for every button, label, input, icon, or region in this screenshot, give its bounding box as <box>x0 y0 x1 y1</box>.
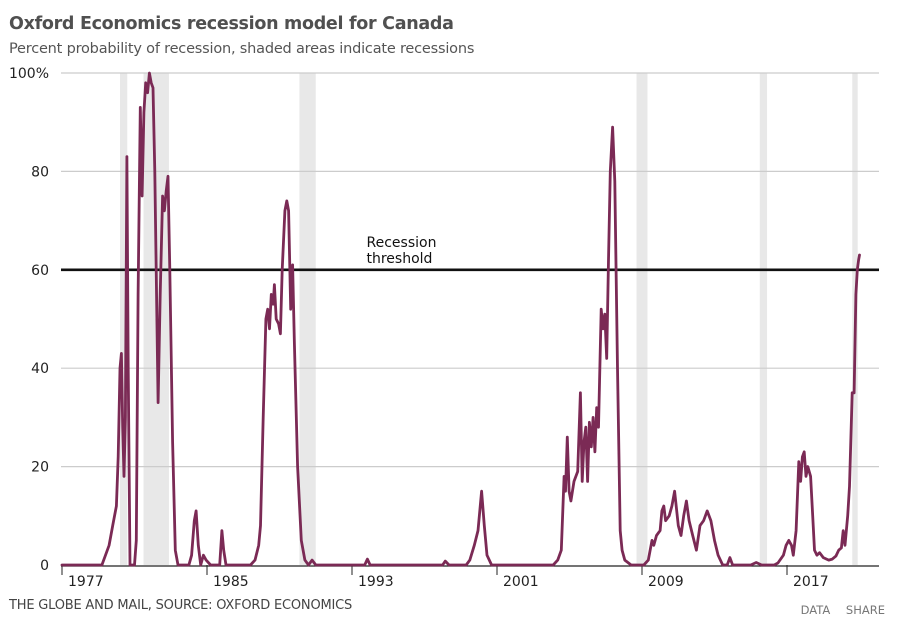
series-line <box>60 71 861 567</box>
y-tick-label: 80 <box>31 164 49 180</box>
recession-shading-layer <box>120 73 858 565</box>
chart-subtitle: Percent probability of recession, shaded… <box>9 41 475 57</box>
x-axis: 1977 1985 1993 2001 2009 2017 <box>61 565 879 590</box>
recession-band <box>299 73 316 565</box>
x-tick-label: 1977 <box>68 574 104 590</box>
gridlines <box>61 72 879 468</box>
threshold-label: Recession <box>367 235 437 251</box>
source-credit: THE GLOBE AND MAIL, SOURCE: OXFORD ECONO… <box>9 598 353 613</box>
y-axis-labels: 0 20 40 60 80 100% <box>9 66 49 574</box>
chart-title: Oxford Economics recession model for Can… <box>9 14 454 34</box>
share-link[interactable]: SHARE <box>845 603 885 617</box>
recession-band <box>120 73 128 565</box>
recession-band <box>759 73 768 565</box>
x-tick-label: 2001 <box>503 574 539 590</box>
recession-band <box>636 73 648 565</box>
x-tick-label: 1993 <box>358 574 394 590</box>
footer-links: DATA SHARE <box>789 603 885 617</box>
x-tick-label: 1985 <box>213 574 249 590</box>
data-link[interactable]: DATA <box>800 603 831 617</box>
x-tick-label: 2017 <box>793 574 829 590</box>
y-tick-label: 0 <box>40 558 49 574</box>
y-tick-label: 40 <box>31 361 49 377</box>
threshold-label: threshold <box>367 251 433 267</box>
y-tick-label: 20 <box>31 460 49 476</box>
y-tick-label: 100% <box>9 66 49 82</box>
series-layer <box>60 71 861 567</box>
y-tick-label: 60 <box>31 263 49 279</box>
x-tick-label: 2009 <box>648 574 684 590</box>
